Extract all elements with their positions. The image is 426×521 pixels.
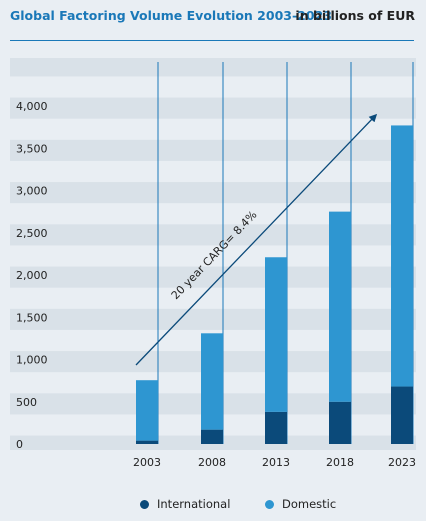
y-tick-label: 500 [16,396,37,409]
bar-domestic [136,380,158,441]
y-tick-label: 0 [16,438,23,451]
x-tick-label: 2003 [133,456,161,469]
y-tick-label: 2,000 [16,269,48,282]
bar-domestic [329,211,351,402]
y-tick-label: 4,000 [16,100,48,113]
bar-domestic [265,257,287,412]
bar-chart: 05001,0001,5002,0002,5003,0003,5004,000 … [10,58,416,469]
grid-bands [10,58,416,450]
trend-annotation-label: 20 year CARG= 8.4% [169,208,260,302]
bar-domestic [201,333,223,430]
legend-label-international: International [157,497,231,511]
grid-band [10,58,416,77]
unit-label: in billions of EUR [295,8,415,23]
grid-band [10,97,416,119]
grid-band [10,266,416,288]
x-tick-label: 2013 [262,456,290,469]
x-tick-label: 2008 [198,456,226,469]
y-tick-label: 1,500 [16,311,48,324]
chart-title: Global Factoring Volume Evolution 2003-2… [10,8,332,23]
legend-label-domestic: Domestic [282,497,337,511]
grid-band [10,182,416,204]
bar-international [265,411,287,444]
chart-header: Global Factoring Volume Evolution 2003-2… [10,8,416,40]
y-tick-label: 2,500 [16,227,48,240]
legend-item-international: International [140,497,230,511]
grid-band [10,308,416,330]
bar-domestic [391,125,413,387]
y-axis-ticks: 0 500 1,000 1,500 2,000 2,500 3,000 3,500 4,000 [16,100,48,451]
x-axis-ticks: 2003 2008 2013 2018 2023 [133,456,416,469]
y-tick-label: 3,500 [16,142,48,155]
bar-international [391,386,413,444]
grid-band [10,139,416,161]
legend-swatch-international [140,499,149,509]
y-tick-label: 1,000 [16,354,48,367]
bars-group [136,125,413,444]
chart-legend: International Domestic [0,497,426,513]
x-tick-label: 2018 [326,456,354,469]
legend-item-domestic: Domestic [265,497,336,511]
header-divider [10,40,414,41]
trend-arrow [135,113,378,366]
bar-international [329,401,351,444]
bar-international [201,429,223,444]
grid-band [10,224,416,246]
bar-international [136,440,158,444]
y-tick-label: 3,000 [16,185,48,198]
legend-swatch-domestic [265,499,274,509]
x-tick-label: 2023 [388,456,416,469]
